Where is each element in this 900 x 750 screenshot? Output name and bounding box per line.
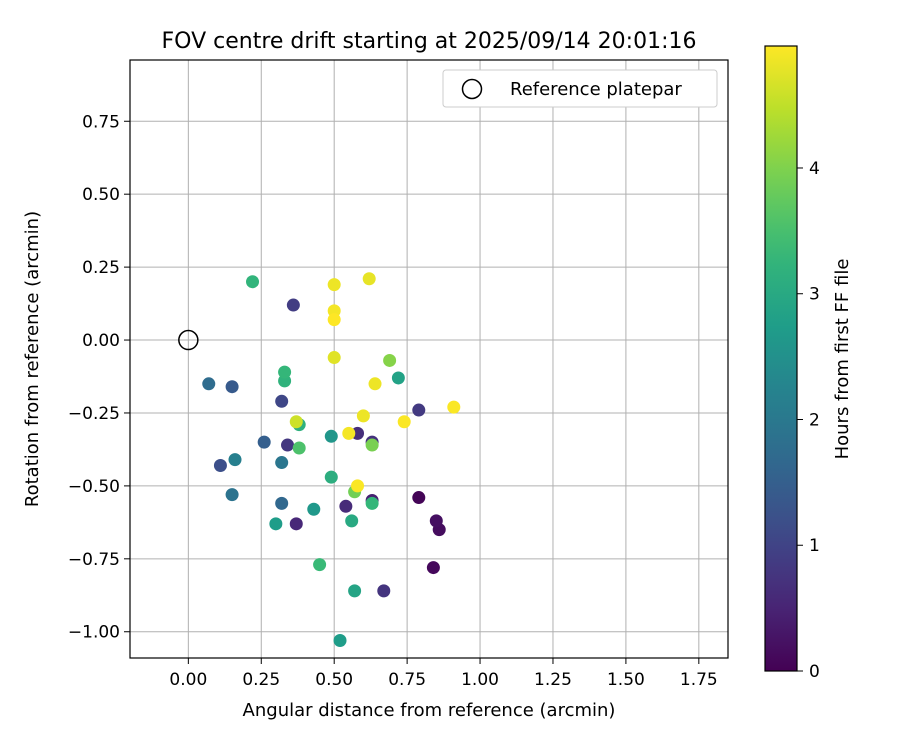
data-point: [362, 272, 376, 286]
legend-frame: [442, 69, 718, 108]
data-point: [412, 491, 426, 505]
data-point: [327, 351, 341, 365]
x-axis-label: Angular distance from reference (arcmin): [243, 700, 616, 721]
data-point: [269, 517, 283, 531]
legend-reference-marker-icon: [461, 78, 483, 100]
data-point: [289, 517, 303, 531]
data-point: [202, 377, 216, 391]
data-point: [426, 561, 440, 575]
colorbar-gradient: [764, 45, 798, 672]
legend-entry-reference: Reference platepar: [510, 79, 682, 100]
plot-area-frame: [129, 59, 729, 659]
colorbar-tick-label: 3: [809, 285, 820, 305]
data-point: [246, 275, 260, 289]
x-tick-label: 0.75: [388, 670, 426, 690]
data-point: [225, 380, 239, 394]
y-tick-label: −0.50: [68, 477, 120, 497]
data-point: [412, 403, 426, 417]
data-point: [324, 470, 338, 484]
data-point: [292, 441, 306, 455]
data-point: [342, 426, 356, 440]
data-point: [286, 298, 300, 312]
data-point: [327, 278, 341, 292]
data-point: [397, 415, 411, 429]
data-point: [324, 429, 338, 443]
data-point: [429, 514, 443, 528]
data-point: [365, 438, 379, 452]
colorbar-tick-label: 0: [809, 662, 820, 682]
x-tick-label: 1.50: [607, 670, 645, 690]
y-tick-label: 0.50: [82, 185, 120, 205]
data-point: [356, 409, 370, 423]
colorbar-tick-label: 4: [809, 159, 820, 179]
data-point: [307, 502, 321, 516]
y-axis-label: Rotation from reference (arcmin): [22, 211, 43, 507]
y-tick-label: 0.75: [82, 112, 120, 132]
data-point: [383, 353, 397, 367]
data-point: [275, 496, 289, 510]
reference-platepar-marker: [178, 329, 199, 351]
grid: [130, 60, 728, 658]
data-point: [333, 633, 347, 647]
data-point: [289, 415, 303, 429]
data-point: [391, 371, 405, 385]
data-point: [365, 496, 379, 510]
data-point: [339, 499, 353, 513]
chart-title: FOV centre drift starting at 2025/09/14 …: [162, 29, 697, 54]
x-tick-label: 0.00: [169, 670, 207, 690]
y-tick-label: −0.75: [68, 550, 120, 570]
axis-ticks: 0.00 0.25 0.50 0.75 1.00 1.25 1.50 1.75 0.75 0.50…: [68, 112, 718, 690]
data-point: [213, 458, 227, 472]
data-point: [327, 313, 341, 327]
data-point: [345, 514, 359, 528]
data-point: [377, 584, 391, 598]
y-tick-label: −0.25: [68, 404, 120, 424]
data-point: [281, 438, 295, 452]
x-tick-label: 1.25: [534, 670, 572, 690]
data-point: [313, 558, 327, 572]
colorbar-ticks: 0 1 2 3 4: [797, 159, 820, 682]
legend: Reference platepar: [442, 69, 718, 108]
data-point: [275, 456, 289, 470]
colorbar-tick-label: 1: [809, 536, 820, 556]
data-point: [348, 584, 362, 598]
colorbar: 0 1 2 3 4 Hours from first FF file: [764, 45, 853, 682]
colorbar-tick-label: 2: [809, 410, 820, 430]
y-tick-label: 0.00: [82, 331, 120, 351]
data-point: [278, 365, 292, 379]
data-point: [228, 453, 242, 467]
data-point: [275, 394, 289, 408]
colorbar-label: Hours from first FF file: [832, 259, 853, 460]
data-point: [257, 435, 271, 449]
x-tick-label: 0.25: [242, 670, 280, 690]
data-point: [447, 400, 461, 414]
data-point: [368, 377, 382, 391]
y-tick-label: −1.00: [68, 623, 120, 643]
y-tick-label: 0.25: [82, 258, 120, 278]
x-tick-label: 1.75: [680, 670, 718, 690]
data-points: [178, 272, 461, 647]
data-point: [225, 488, 239, 502]
data-point: [351, 479, 365, 493]
x-tick-label: 0.50: [315, 670, 353, 690]
x-tick-label: 1.00: [461, 670, 499, 690]
